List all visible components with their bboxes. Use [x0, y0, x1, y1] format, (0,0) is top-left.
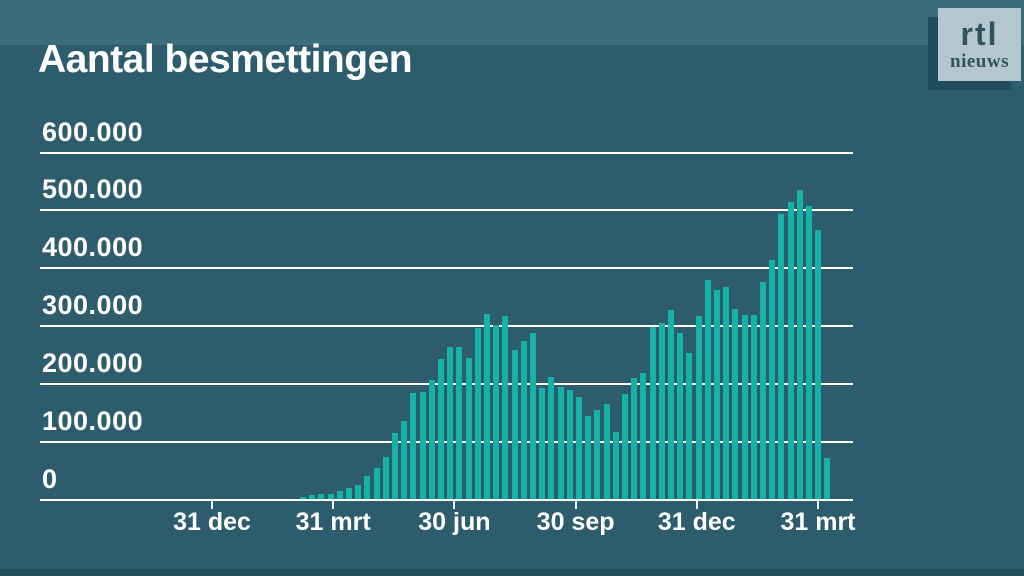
bar	[300, 497, 306, 500]
y-axis-label: 300.000	[42, 290, 144, 321]
chart-title: Aantal besmettingen	[38, 38, 413, 81]
bar	[732, 309, 739, 500]
bar	[355, 485, 362, 500]
bar	[686, 353, 693, 500]
x-axis-tick	[211, 500, 213, 509]
y-axis-label: 0	[42, 464, 58, 494]
bar	[594, 410, 601, 500]
bar	[382, 457, 389, 500]
bar	[484, 314, 490, 500]
bar	[760, 282, 766, 500]
bar	[327, 494, 334, 500]
gridline	[40, 267, 853, 270]
bar	[364, 476, 371, 500]
bar	[668, 310, 674, 500]
bar	[612, 432, 619, 500]
bar	[796, 190, 803, 500]
bar	[723, 287, 730, 500]
bar	[704, 280, 711, 500]
gridline	[40, 151, 853, 154]
bar	[392, 433, 398, 500]
bar	[530, 333, 536, 500]
bar	[511, 350, 518, 500]
bar	[787, 202, 794, 500]
bar	[401, 421, 408, 500]
bar	[658, 323, 665, 500]
gridline	[40, 383, 853, 386]
bar	[741, 315, 748, 500]
bar	[769, 260, 776, 500]
x-axis-label: 31 dec	[173, 508, 251, 536]
bar	[336, 491, 343, 500]
y-axis-label: 500.000	[42, 174, 144, 205]
bar	[631, 378, 638, 500]
y-axis-label: 600.000	[42, 116, 144, 147]
bar	[778, 214, 785, 500]
bar	[677, 333, 684, 500]
bar	[603, 404, 610, 500]
x-axis-tick	[332, 500, 335, 509]
bar	[649, 327, 656, 500]
x-axis-tick	[695, 500, 698, 509]
x-axis-tick	[453, 500, 456, 509]
bar	[373, 468, 380, 500]
bar	[640, 373, 647, 500]
bar	[493, 325, 500, 500]
top-band	[0, 0, 1024, 45]
bar	[309, 495, 316, 500]
nieuws-logo-text: nieuws	[950, 51, 1009, 72]
bar	[474, 328, 481, 500]
x-axis-label: 31 dec	[657, 508, 736, 536]
x-axis-tick	[574, 500, 577, 509]
bar	[318, 494, 325, 500]
x-axis-label: 30 sep	[536, 508, 615, 536]
bar	[815, 230, 822, 500]
gridline	[40, 441, 853, 444]
y-axis-label: 100.000	[42, 406, 144, 437]
bar	[548, 377, 555, 500]
bar	[447, 347, 454, 500]
bar	[502, 316, 509, 500]
bar	[557, 387, 564, 500]
bar	[576, 397, 582, 500]
bar	[824, 458, 831, 500]
bar	[714, 290, 720, 500]
x-axis-label: 30 jun	[418, 508, 491, 536]
bar	[520, 341, 527, 500]
bar	[456, 347, 463, 500]
bar	[566, 390, 573, 500]
x-axis-label: 31 mrt	[780, 508, 856, 536]
gridline	[40, 209, 853, 212]
x-axis-tick	[817, 500, 819, 509]
bar	[622, 394, 628, 500]
bar	[410, 393, 417, 500]
gridline	[40, 325, 853, 328]
bar	[428, 380, 435, 500]
bar	[806, 206, 812, 500]
y-axis-label: 400.000	[42, 232, 144, 263]
bar	[695, 316, 702, 500]
bar	[438, 359, 444, 500]
bottom-band	[0, 569, 1024, 576]
rtl-logo-text: rtl	[960, 16, 999, 52]
bar	[419, 392, 426, 500]
bar	[539, 388, 546, 500]
rtl-nieuws-logo: rtl nieuws	[938, 8, 1021, 81]
y-axis-label: 200.000	[42, 348, 144, 379]
bar	[465, 358, 472, 500]
bar	[750, 315, 757, 500]
x-axis-label: 31 mrt	[295, 508, 371, 536]
bar	[585, 416, 592, 500]
x-axis-line	[40, 499, 853, 501]
bar	[346, 488, 352, 500]
